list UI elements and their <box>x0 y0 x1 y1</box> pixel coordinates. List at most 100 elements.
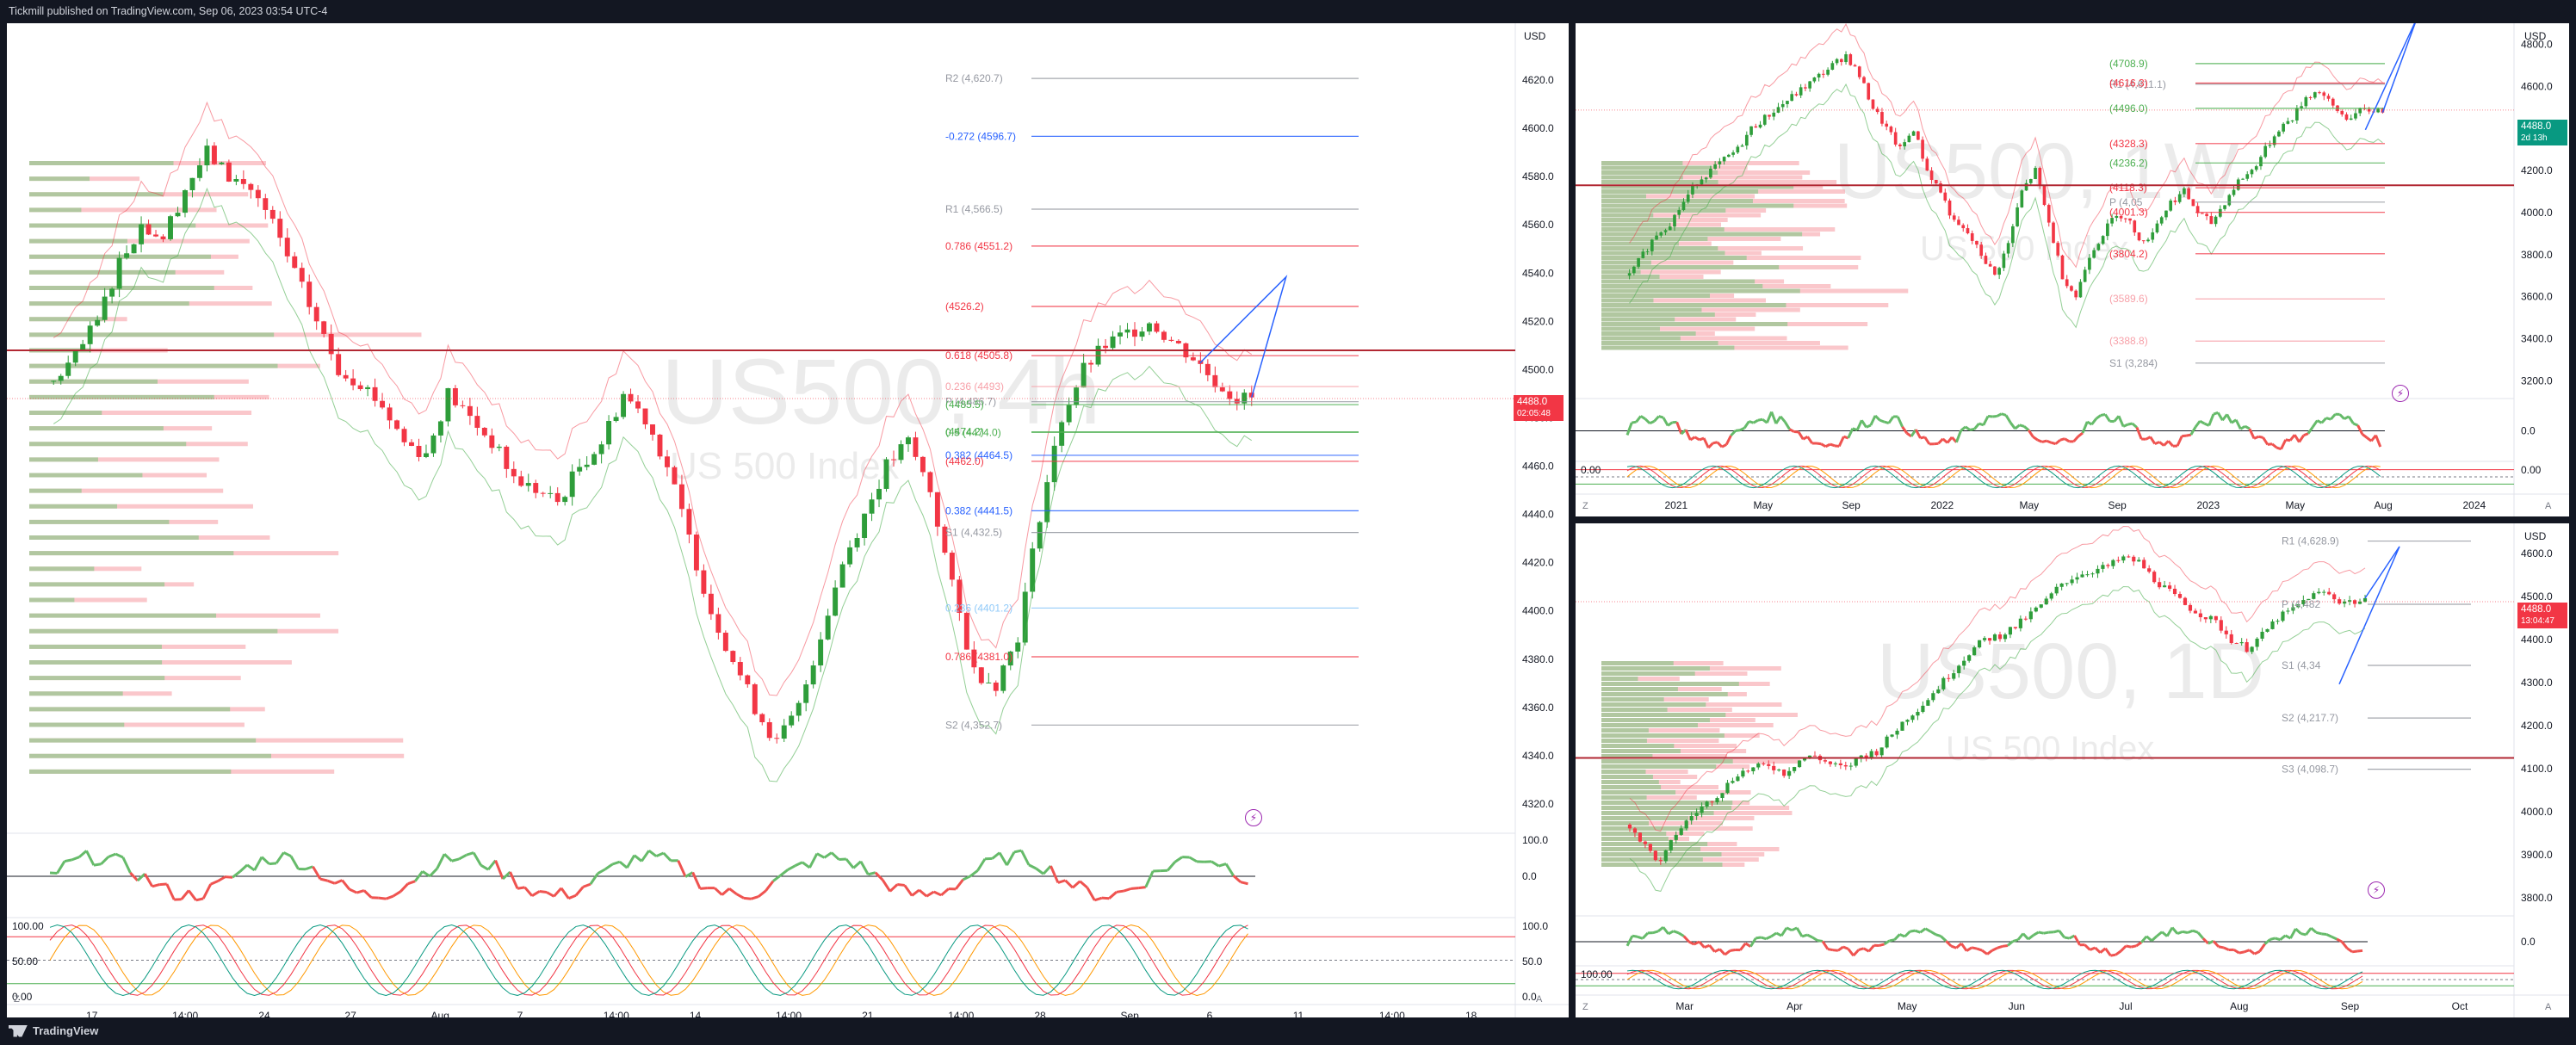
volume-profile-bar <box>1601 806 1732 810</box>
rsi-segment <box>2154 441 2160 445</box>
candle-body <box>1227 391 1233 399</box>
timezone-z[interactable]: Z <box>14 994 20 1005</box>
candle-body <box>1926 700 1930 706</box>
candle-body <box>1936 689 1941 694</box>
candle-body <box>233 178 239 182</box>
candle-body <box>511 468 517 477</box>
rsi-segment <box>2223 946 2230 951</box>
candle-body <box>1869 751 1873 758</box>
rsi-segment <box>1138 886 1146 890</box>
x-tick-label: May <box>2020 499 2040 511</box>
y-tick-label: 4100.0 <box>2521 763 2553 775</box>
chart-svg-4h[interactable]: 4620.0 4600.0 4580.0 4560.0 4540.0 4520.0 4500… <box>7 23 1569 1017</box>
rsi-segment <box>2293 434 2300 443</box>
volume-profile-bar <box>1601 303 1786 307</box>
candle-body <box>1741 770 1745 777</box>
volume-profile-bar <box>1601 826 1688 831</box>
rsi-segment <box>859 861 870 875</box>
rsi-segment <box>159 882 167 887</box>
candle-body <box>2128 218 2132 221</box>
chart-panel-1w[interactable]: US500, 1W US 500 Index 4800.04600.04400.… <box>1576 23 2569 516</box>
candle-body <box>2187 188 2190 200</box>
rsi-segment <box>2122 423 2129 428</box>
candle-body <box>2169 201 2173 211</box>
candle-body <box>672 467 678 485</box>
candle-body <box>372 386 378 401</box>
timezone-z[interactable]: Z <box>1582 501 1588 511</box>
candle-body <box>1862 77 1866 83</box>
candle-body <box>2065 583 2069 584</box>
rsi-segment <box>1866 424 1872 429</box>
chart-svg-1d[interactable]: 4600.0 4500.0 4400.0 4300.0 4200.0 4100.0 4000… <box>1576 523 2569 1017</box>
rsi-segment <box>436 853 446 869</box>
chart-panel-4h[interactable]: US500, 4h US 500 Index 4620.0 4600.0 4580.… <box>7 23 1569 1017</box>
rsi-segment <box>1834 444 1840 448</box>
rsi-segment <box>1725 435 1732 446</box>
chart-panel-1d[interactable]: US500, 1D US 500 Index 4600.0 4500.0 4400.… <box>1576 523 2569 1017</box>
candle-body <box>1864 755 1868 758</box>
auto-scale-a[interactable]: A <box>2545 1002 2552 1012</box>
candle-body <box>2172 588 2177 595</box>
rsi-segment <box>1757 417 1763 422</box>
currency-label: USD <box>2524 530 2547 542</box>
candle-body <box>2318 92 2321 94</box>
chart-svg-1w[interactable]: 4800.04600.04400.04200.04000.03800.03600… <box>1576 23 2569 516</box>
candle-body <box>906 437 911 445</box>
rsi-segment <box>1978 422 1985 427</box>
rsi-segment <box>1667 421 1674 427</box>
volume-profile-bar <box>1601 227 1725 232</box>
candle-body <box>554 492 560 503</box>
candle-body <box>1637 257 1640 267</box>
level-label: (4708.9) <box>2109 58 2148 70</box>
volume-profile-bar <box>1601 218 1675 222</box>
alert-icon[interactable]: ⚡ <box>1245 809 1262 826</box>
rsi-tick-label: 100.0 <box>1522 834 1548 846</box>
rsi-segment <box>1811 936 1818 942</box>
candle-body <box>1880 112 1884 124</box>
alert-icon[interactable]: ⚡ <box>2392 385 2409 402</box>
rsi-segment <box>2131 422 2138 429</box>
level-label: (4526.2) <box>945 300 984 312</box>
level-label: (4462.0) <box>945 455 984 467</box>
rsi-segment <box>341 879 351 891</box>
candle-body <box>2106 223 2109 237</box>
rsi-segment <box>751 895 759 900</box>
candle-body <box>1874 751 1879 756</box>
rsi-segment <box>217 875 226 882</box>
rsi-segment <box>1752 418 1759 424</box>
candle-body <box>2241 178 2245 180</box>
rsi-segment <box>874 871 884 881</box>
stoch-tick-label: 0.00 <box>2521 464 2542 476</box>
auto-scale-a[interactable]: A <box>1536 994 1543 1005</box>
rsi-segment <box>349 887 357 894</box>
volume-profile-bar <box>1601 180 1837 184</box>
candle-body <box>1655 235 1658 240</box>
candle-body <box>2177 594 2183 598</box>
rsi-segment <box>2120 944 2127 952</box>
candle-body <box>1893 132 1898 145</box>
rsi-segment <box>2208 413 2215 426</box>
candle-body <box>2208 615 2213 620</box>
rsi-segment <box>502 870 511 881</box>
rsi-segment <box>2194 420 2201 428</box>
timezone-z[interactable]: Z <box>1582 1002 1588 1012</box>
rsi-segment <box>546 891 555 898</box>
candle-body <box>2352 600 2357 604</box>
candle-body <box>139 224 145 244</box>
rsi-segment <box>2084 943 2091 951</box>
candle-body <box>146 224 152 235</box>
auto-scale-a[interactable]: A <box>2545 501 2552 511</box>
tradingview-logo[interactable]: TradingView <box>9 1024 98 1037</box>
candle-body <box>949 553 955 580</box>
candle-body <box>183 189 188 213</box>
candle-body <box>1859 755 1863 758</box>
volume-profile-bar <box>1601 213 1762 218</box>
rsi-segment <box>2043 931 2049 935</box>
candle-body <box>913 437 919 457</box>
candle-body <box>1905 720 1910 722</box>
rsi-segment <box>2280 439 2288 450</box>
volume-profile-bar <box>1601 687 1678 691</box>
volume-profile-bar <box>29 738 257 743</box>
alert-icon[interactable]: ⚡ <box>2368 881 2385 899</box>
rsi-segment <box>2158 441 2165 447</box>
